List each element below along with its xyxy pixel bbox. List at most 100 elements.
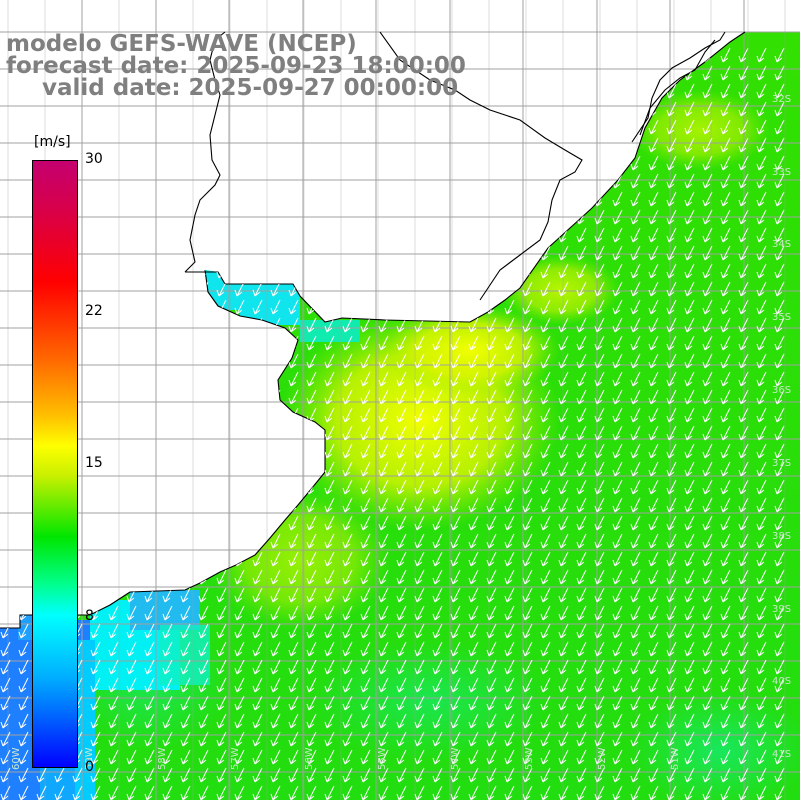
wind-arrow (144, 641, 155, 657)
wind-arrow (720, 569, 731, 585)
wind-arrow (738, 677, 749, 693)
lat-label: 41S (772, 749, 791, 760)
wind-arrow (504, 623, 515, 639)
wind-arrow (576, 587, 587, 603)
wind-arrow (252, 551, 263, 567)
wind-arrow (432, 731, 443, 747)
wind-arrow (594, 605, 605, 621)
wind-arrow (324, 569, 335, 585)
wind-arrow (774, 677, 785, 693)
wind-arrow (360, 515, 371, 531)
wind-arrow (702, 695, 713, 711)
wind-arrow (630, 677, 641, 693)
wind-arrow (666, 569, 677, 585)
wind-arrow (504, 461, 515, 477)
wind-arrow (486, 749, 497, 765)
wind-arrow (504, 767, 515, 783)
wind-arrow (630, 227, 641, 243)
wind-arrow (450, 731, 461, 747)
wind-arrow (576, 713, 587, 729)
wind-arrow (648, 209, 659, 225)
wind-arrow (648, 425, 659, 441)
wind-arrow (666, 245, 677, 261)
wind-arrow (666, 587, 677, 603)
wind-arrow (342, 335, 353, 351)
wind-arrow (360, 425, 371, 441)
wind-arrow (612, 389, 623, 405)
wind-arrow (684, 533, 695, 549)
wind-arrow (684, 191, 695, 207)
wind-arrow (414, 569, 425, 585)
wind-arrow (774, 731, 785, 747)
wind-arrow (504, 587, 515, 603)
wind-arrow (522, 461, 533, 477)
wind-arrow (756, 245, 767, 261)
wind-arrow (612, 191, 623, 207)
wind-arrow (756, 479, 767, 495)
wind-arrow (720, 767, 731, 783)
wind-arrow (90, 767, 101, 783)
wind-arrow (522, 371, 533, 387)
wind-arrow (648, 299, 659, 315)
wind-arrow (774, 785, 785, 800)
wind-arrow (666, 227, 677, 243)
wind-arrow (396, 767, 407, 783)
wind-arrow (108, 749, 119, 765)
wind-arrow (342, 389, 353, 405)
wind-arrow (342, 677, 353, 693)
wind-arrow (702, 407, 713, 423)
wind-arrow (738, 659, 749, 675)
wind-arrow (216, 677, 227, 693)
wind-arrow (0, 731, 11, 747)
wind-arrow (270, 695, 281, 711)
wind-arrow (756, 263, 767, 279)
wind-arrow (558, 677, 569, 693)
wind-arrow (486, 605, 497, 621)
wind-arrow (486, 659, 497, 675)
wind-arrow (162, 785, 173, 800)
wind-arrow (234, 677, 245, 693)
wind-arrow (738, 587, 749, 603)
wind-arrow (774, 695, 785, 711)
wind-arrow (414, 713, 425, 729)
wind-arrow (414, 335, 425, 351)
wind-arrow (540, 713, 551, 729)
wind-arrow (630, 731, 641, 747)
wind-arrow (738, 731, 749, 747)
wind-arrow (468, 515, 479, 531)
wind-arrow (414, 677, 425, 693)
wind-arrow (774, 767, 785, 783)
wind-arrow (216, 749, 227, 765)
wind-arrow (738, 479, 749, 495)
wind-arrow (306, 551, 317, 567)
wind-arrow (684, 659, 695, 675)
wind-arrow (630, 749, 641, 765)
wind-arrow (540, 299, 551, 315)
wind-arrow (666, 263, 677, 279)
wind-arrow (594, 641, 605, 657)
wind-arrow (414, 443, 425, 459)
wind-arrow (504, 659, 515, 675)
wind-arrow (684, 299, 695, 315)
wind-arrow (432, 551, 443, 567)
wind-arrow (270, 713, 281, 729)
wind-arrow (162, 767, 173, 783)
wind-arrow (486, 335, 497, 351)
wind-arrow (396, 353, 407, 369)
wind-arrow (594, 281, 605, 297)
wind-arrow (432, 425, 443, 441)
wind-arrow (630, 371, 641, 387)
wind-arrow (270, 677, 281, 693)
wind-arrow (738, 785, 749, 800)
wind-arrow (630, 155, 641, 171)
wind-arrow (414, 479, 425, 495)
wind-arrow (108, 677, 119, 693)
wind-arrow (630, 515, 641, 531)
wind-arrow (234, 605, 245, 621)
wind-arrow (270, 533, 281, 549)
wind-arrow (252, 641, 263, 657)
wind-arrow (666, 317, 677, 333)
wind-arrow (612, 209, 623, 225)
wind-arrow (432, 623, 443, 639)
wind-arrow (306, 371, 317, 387)
